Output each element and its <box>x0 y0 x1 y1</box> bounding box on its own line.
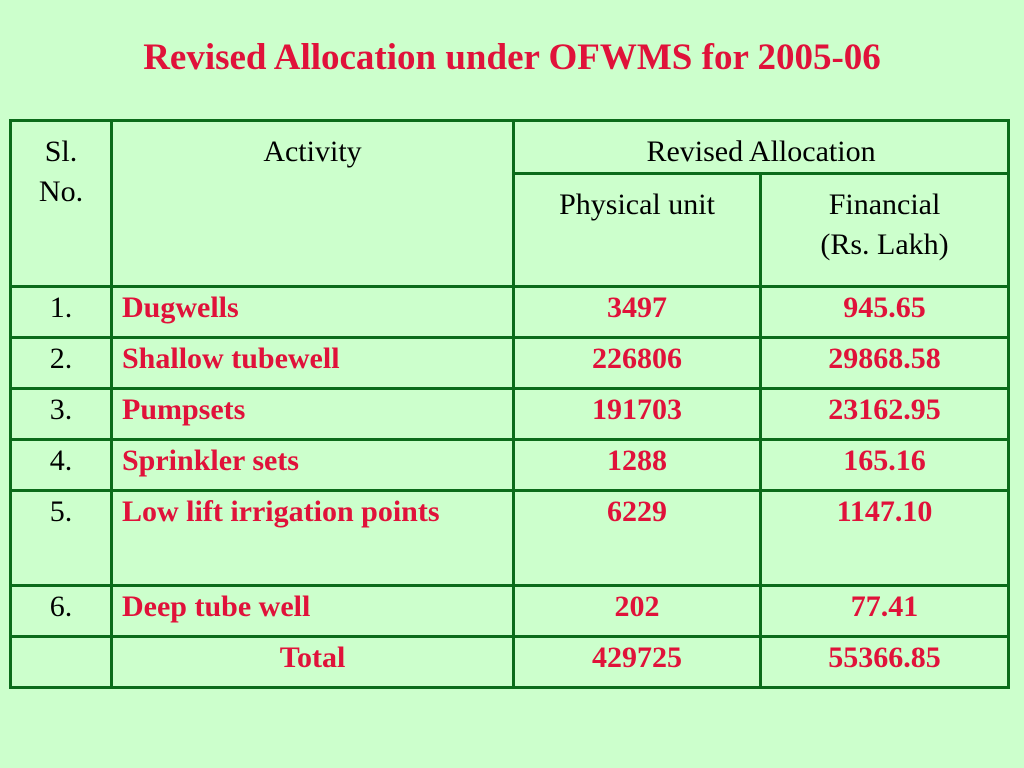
row-activity: Deep tube well <box>110 584 515 638</box>
header-financial-line2: (Rs. Lakh) <box>820 228 949 261</box>
row-financial: 77.41 <box>758 584 1011 638</box>
row-sl: 2. <box>9 336 113 390</box>
header-physical-unit: Physical unit <box>512 172 762 288</box>
row-activity: Sprinkler sets <box>110 438 515 492</box>
table-row: 1. Dugwells 3497 945.65 <box>9 285 1011 339</box>
header-financial-line1: Financial <box>828 188 941 221</box>
row-sl: 3. <box>9 387 113 441</box>
row-physical: 1288 <box>512 438 762 492</box>
row-financial: 29868.58 <box>758 336 1011 390</box>
row-activity: Dugwells <box>110 285 515 339</box>
row-financial: 945.65 <box>758 285 1011 339</box>
total-physical: 429725 <box>512 635 762 689</box>
row-activity: Low lift irrigation points <box>110 489 515 587</box>
total-sl-empty <box>9 635 113 689</box>
row-physical: 191703 <box>512 387 762 441</box>
header-activity: Activity <box>110 119 515 288</box>
row-financial: 165.16 <box>758 438 1011 492</box>
row-physical: 226806 <box>512 336 762 390</box>
row-financial: 1147.10 <box>758 489 1011 587</box>
table-row: 4. Sprinkler sets 1288 165.16 <box>9 438 1011 492</box>
slide-title: Revised Allocation under OFWMS for 2005-… <box>143 37 881 78</box>
row-physical: 3497 <box>512 285 762 339</box>
header-row-top: Sl. No. Activity Revised Allocation <box>9 119 1011 288</box>
table-row: 2. Shallow tubewell 226806 29868.58 <box>9 336 1011 390</box>
row-physical: 6229 <box>512 489 762 587</box>
row-activity: Pumpsets <box>110 387 515 441</box>
row-financial: 23162.95 <box>758 387 1011 441</box>
table-row: 3. Pumpsets 191703 23162.95 <box>9 387 1011 441</box>
total-financial: 55366.85 <box>758 635 1011 689</box>
total-row: Total 429725 55366.85 <box>9 635 1011 689</box>
row-physical: 202 <box>512 584 762 638</box>
header-revised-allocation: Revised Allocation <box>511 119 1011 175</box>
header-sl-no: Sl. No. <box>9 119 113 288</box>
table-row: 6. Deep tube well 202 77.41 <box>9 584 1011 638</box>
allocation-table: Sl. No. Activity Revised Allocation Phys… <box>9 119 1011 689</box>
table-row: 5. Low lift irrigation points 6229 1147.… <box>9 489 1011 587</box>
total-label: Total <box>110 635 515 689</box>
row-sl: 4. <box>9 438 113 492</box>
row-activity: Shallow tubewell <box>110 336 515 390</box>
row-sl: 6. <box>9 584 113 638</box>
row-sl: 1. <box>9 285 113 339</box>
header-row-sub: Physical unit Financial (Rs. Lakh) <box>11 172 1011 288</box>
row-sl: 5. <box>9 489 113 587</box>
header-financial: Financial (Rs. Lakh) <box>758 172 1011 288</box>
